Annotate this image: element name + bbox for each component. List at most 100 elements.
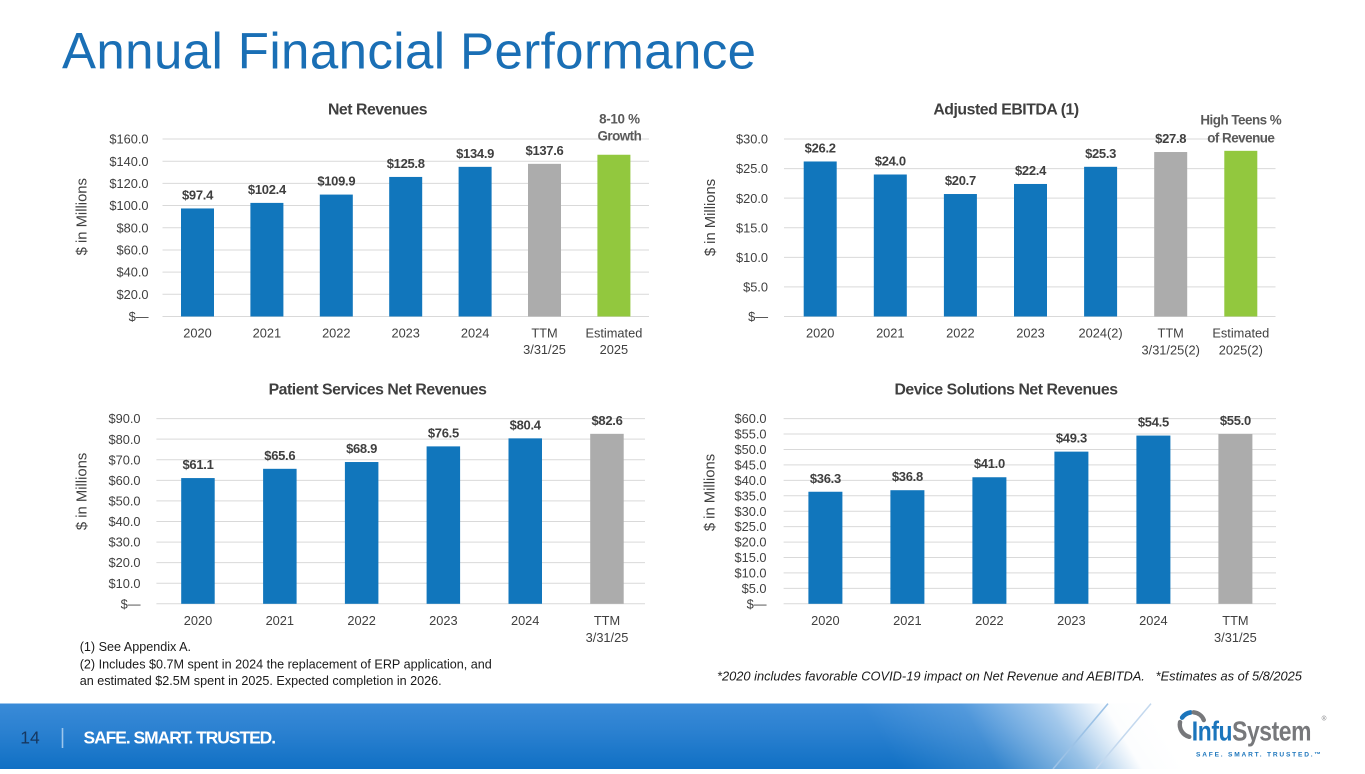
svg-text:$10.0: $10.0 xyxy=(734,566,766,581)
svg-text:14: 14 xyxy=(20,727,40,747)
svg-text:of Revenue: of Revenue xyxy=(1207,131,1274,146)
svg-text:$40.0: $40.0 xyxy=(116,265,148,280)
svg-text:Annual Financial Performance: Annual Financial Performance xyxy=(62,23,756,80)
svg-text:$97.4: $97.4 xyxy=(182,187,214,202)
svg-text:TTM: TTM xyxy=(1158,326,1184,341)
svg-text:$80.0: $80.0 xyxy=(108,432,140,447)
svg-text:$102.4: $102.4 xyxy=(248,182,287,197)
svg-text:Patient Services Net Revenues: Patient Services Net Revenues xyxy=(269,382,488,399)
svg-text:$15.0: $15.0 xyxy=(736,220,768,235)
svg-text:$55.0: $55.0 xyxy=(1220,413,1251,428)
svg-text:$10.0: $10.0 xyxy=(736,250,768,265)
svg-text:$15.0: $15.0 xyxy=(734,550,766,565)
svg-text:$25.0: $25.0 xyxy=(736,161,768,176)
svg-text:2021: 2021 xyxy=(893,613,921,628)
svg-text:$45.0: $45.0 xyxy=(734,458,766,473)
svg-text:2022: 2022 xyxy=(322,326,350,341)
svg-text:InfuSystem: InfuSystem xyxy=(1192,716,1311,747)
svg-text:$ in Millions: $ in Millions xyxy=(703,454,719,531)
svg-text:Device Solutions Net Revenues: Device Solutions Net Revenues xyxy=(894,382,1118,399)
svg-text:$—: $— xyxy=(129,309,149,324)
svg-text:$20.0: $20.0 xyxy=(116,287,148,302)
svg-text:$10.0: $10.0 xyxy=(108,576,140,591)
svg-text:2025: 2025 xyxy=(600,342,628,357)
svg-text:$41.0: $41.0 xyxy=(974,456,1005,471)
svg-text:2023: 2023 xyxy=(1016,326,1044,341)
svg-text:TTM: TTM xyxy=(1222,613,1248,628)
svg-text:$40.0: $40.0 xyxy=(108,514,140,529)
svg-text:$30.0: $30.0 xyxy=(108,535,140,550)
svg-text:$54.5: $54.5 xyxy=(1138,415,1169,430)
svg-text:$50.0: $50.0 xyxy=(734,442,766,457)
svg-text:2022: 2022 xyxy=(946,326,974,341)
svg-text:TTM: TTM xyxy=(531,326,557,341)
svg-text:3/31/25: 3/31/25 xyxy=(1214,630,1257,645)
svg-text:$35.0: $35.0 xyxy=(734,488,766,503)
svg-text:$160.0: $160.0 xyxy=(109,132,148,147)
svg-text:2020: 2020 xyxy=(811,613,839,628)
svg-text:$20.7: $20.7 xyxy=(945,173,976,188)
svg-text:$61.1: $61.1 xyxy=(182,457,213,472)
svg-text:2023: 2023 xyxy=(1057,613,1085,628)
svg-text:High Teens %: High Teens % xyxy=(1200,113,1281,128)
svg-text:$70.0: $70.0 xyxy=(108,452,140,467)
svg-text:2024(2): 2024(2) xyxy=(1079,326,1123,341)
svg-text:2020: 2020 xyxy=(806,326,834,341)
svg-text:$—: $— xyxy=(748,309,768,324)
svg-text:$20.0: $20.0 xyxy=(108,555,140,570)
svg-text:$100.0: $100.0 xyxy=(109,198,148,213)
svg-text:3/31/25: 3/31/25 xyxy=(586,630,629,645)
svg-text:$120.0: $120.0 xyxy=(109,176,148,191)
svg-text:SAFE. SMART. TRUSTED.: SAFE. SMART. TRUSTED. xyxy=(84,728,276,748)
svg-text:$5.0: $5.0 xyxy=(743,280,768,295)
svg-text:2024: 2024 xyxy=(511,613,539,628)
svg-text:2020: 2020 xyxy=(184,613,212,628)
svg-text:$60.0: $60.0 xyxy=(734,411,766,426)
svg-text:2022: 2022 xyxy=(347,613,375,628)
svg-text:2023: 2023 xyxy=(429,613,457,628)
svg-text:$ in Millions: $ in Millions xyxy=(74,178,90,255)
svg-text:$—: $— xyxy=(747,596,767,611)
svg-text:$25.3: $25.3 xyxy=(1085,146,1116,161)
svg-text:$137.6: $137.6 xyxy=(526,143,564,158)
svg-text:$50.0: $50.0 xyxy=(108,494,140,509)
svg-text:$20.0: $20.0 xyxy=(736,191,768,206)
svg-text:(2) Includes $0.7M spent in 20: (2) Includes $0.7M spent in 2024 the rep… xyxy=(80,657,492,671)
svg-text:$140.0: $140.0 xyxy=(109,154,148,169)
svg-text:$134.9: $134.9 xyxy=(456,146,494,161)
svg-text:$25.0: $25.0 xyxy=(734,519,766,534)
svg-text:3/31/25: 3/31/25 xyxy=(523,342,566,357)
svg-text:$55.0: $55.0 xyxy=(734,427,766,442)
svg-text:$40.0: $40.0 xyxy=(734,473,766,488)
svg-text:$27.8: $27.8 xyxy=(1155,131,1186,146)
svg-text:TTM: TTM xyxy=(594,613,620,628)
svg-text:®: ® xyxy=(1322,715,1327,723)
svg-text:$125.8: $125.8 xyxy=(387,156,425,171)
svg-text:Adjusted EBITDA (1): Adjusted EBITDA (1) xyxy=(933,101,1079,118)
svg-text:(1) See Appendix A.: (1) See Appendix A. xyxy=(80,640,191,654)
svg-text:$76.5: $76.5 xyxy=(428,425,459,440)
svg-text:$49.3: $49.3 xyxy=(1056,431,1087,446)
svg-text:8-10 %: 8-10 % xyxy=(599,112,640,127)
svg-text:$80.0: $80.0 xyxy=(116,220,148,235)
svg-text:2021: 2021 xyxy=(253,326,281,341)
svg-text:2021: 2021 xyxy=(266,613,294,628)
svg-text:$82.6: $82.6 xyxy=(591,413,622,428)
svg-text:$ in Millions: $ in Millions xyxy=(703,179,719,256)
svg-text:$26.2: $26.2 xyxy=(805,141,836,156)
svg-text:$36.3: $36.3 xyxy=(810,471,841,486)
svg-text:2021: 2021 xyxy=(876,326,904,341)
svg-text:$90.0: $90.0 xyxy=(108,411,140,426)
svg-text:2025(2): 2025(2) xyxy=(1219,343,1263,358)
svg-text:2024: 2024 xyxy=(1139,613,1167,628)
svg-text:$22.4: $22.4 xyxy=(1015,163,1047,178)
svg-text:2024: 2024 xyxy=(461,326,489,341)
svg-text:2023: 2023 xyxy=(391,326,419,341)
svg-text:Estimated: Estimated xyxy=(585,326,642,341)
svg-text:$65.6: $65.6 xyxy=(264,448,295,463)
svg-text:$30.0: $30.0 xyxy=(734,504,766,519)
svg-text:$68.9: $68.9 xyxy=(346,441,377,456)
svg-text:3/31/25(2): 3/31/25(2) xyxy=(1142,343,1200,358)
svg-text:2020: 2020 xyxy=(183,326,211,341)
svg-text:$36.8: $36.8 xyxy=(892,469,923,484)
